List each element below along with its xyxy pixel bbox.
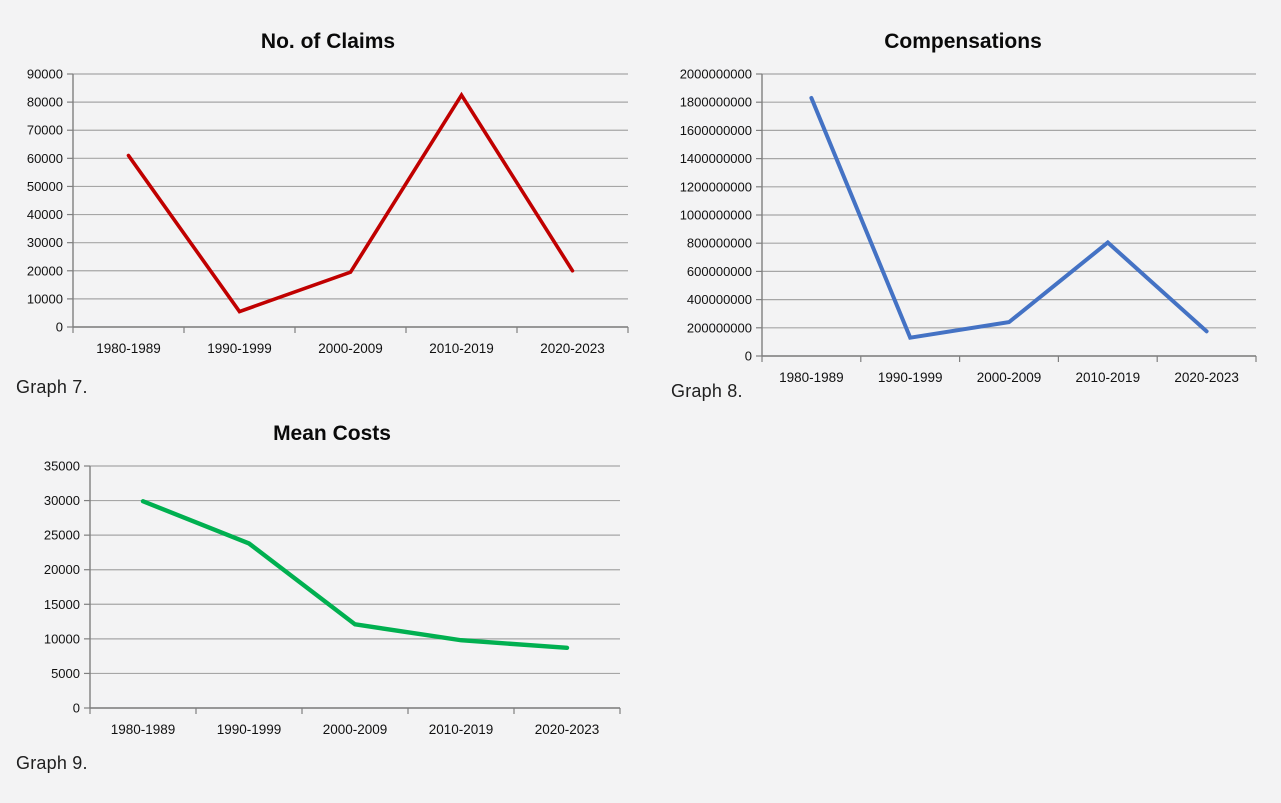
y-axis-label: 1800000000 — [680, 95, 752, 110]
x-axis-label: 1990-1999 — [878, 370, 943, 385]
y-axis-label: 2000000000 — [680, 67, 752, 82]
y-axis-label: 1000000000 — [680, 208, 752, 223]
x-axis-label: 2000-2009 — [977, 370, 1042, 385]
y-axis-label: 800000000 — [687, 236, 752, 251]
x-axis-label: 2020-2023 — [535, 722, 600, 737]
x-axis-label: 1990-1999 — [217, 722, 282, 737]
x-axis-label: 2020-2023 — [1174, 370, 1239, 385]
y-axis-label: 400000000 — [687, 292, 752, 307]
y-axis-label: 35000 — [44, 459, 80, 474]
x-axis-label: 1980-1989 — [96, 341, 161, 356]
y-axis-label: 30000 — [44, 493, 80, 508]
graph-7-caption: Graph 7. — [16, 377, 88, 397]
y-axis-label: 1600000000 — [680, 123, 752, 138]
mean-costs-series-line — [140, 499, 570, 651]
y-axis-label: 80000 — [27, 95, 63, 110]
y-axis-label: 200000000 — [687, 320, 752, 335]
y-axis-label: 40000 — [27, 207, 63, 222]
claims-series-line — [126, 91, 575, 314]
mean-costs-chart-title: Mean Costs — [273, 422, 391, 445]
x-axis-label: 1980-1989 — [111, 722, 176, 737]
y-axis-label: 50000 — [27, 179, 63, 194]
graph-8-caption: Graph 8. — [671, 381, 743, 401]
claims-chart: 0 10000 20000 30000 40000 50000 60000 70000 8000… — [27, 30, 629, 356]
x-axis-label: 2020-2023 — [540, 341, 605, 356]
y-axis-label: 20000 — [44, 562, 80, 577]
y-axis-label: 0 — [56, 320, 63, 335]
y-axis-label: 0 — [745, 349, 752, 364]
y-axis-label: 10000 — [27, 291, 63, 306]
y-axis-label: 1400000000 — [680, 151, 752, 166]
claims-chart-title: No. of Claims — [261, 30, 395, 53]
y-axis-label: 15000 — [44, 597, 80, 612]
y-axis-label: 25000 — [44, 528, 80, 543]
y-axis-label: 600000000 — [687, 264, 752, 279]
y-axis-label: 30000 — [27, 235, 63, 250]
y-axis-label: 0 — [73, 701, 80, 716]
x-axis-label: 2010-2019 — [429, 722, 494, 737]
y-axis-label: 90000 — [27, 67, 63, 82]
graph-9-caption: Graph 9. — [16, 753, 88, 773]
x-axis-label: 2000-2009 — [318, 341, 383, 356]
y-axis-label: 70000 — [27, 123, 63, 138]
x-axis-label: 1990-1999 — [207, 341, 272, 356]
x-axis-label: 2010-2019 — [429, 341, 494, 356]
x-axis-label: 2010-2019 — [1076, 370, 1141, 385]
y-axis-label: 20000 — [27, 263, 63, 278]
y-axis-label: 10000 — [44, 631, 80, 646]
x-axis-label: 1980-1989 — [779, 370, 844, 385]
y-axis-label: 60000 — [27, 151, 63, 166]
y-axis-label: 1200000000 — [680, 179, 752, 194]
compensations-series-line — [809, 95, 1209, 340]
compensations-chart-title: Compensations — [884, 30, 1042, 53]
mean-costs-chart: 0 5000 10000 15000 20000 25000 30000 35000 1980-… — [44, 422, 621, 737]
y-axis-label: 5000 — [51, 666, 80, 681]
x-axis-label: 2000-2009 — [323, 722, 388, 737]
compensations-chart: 0 200000000 400000000 600000000 800000000 100… — [680, 30, 1257, 385]
